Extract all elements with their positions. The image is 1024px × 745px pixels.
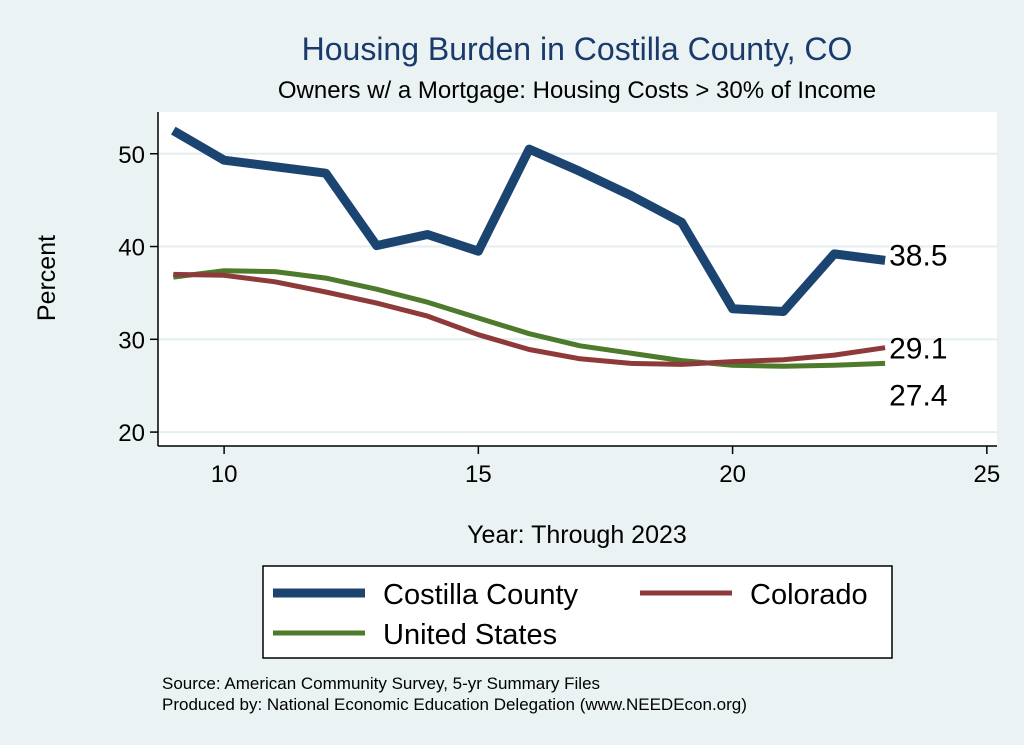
x-tick-label: 15 [465, 461, 492, 488]
y-axis: 20 30 40 50 [118, 112, 159, 447]
chart-subtitle: Owners w/ a Mortgage: Housing Costs > 30… [278, 77, 876, 104]
series-line-us [172, 268, 886, 369]
legend-label-us: United States [383, 619, 557, 651]
series-line-costilla [171, 126, 886, 316]
y-tick-label: 20 [118, 420, 145, 447]
y-tick-label: 30 [118, 327, 145, 354]
end-label-costilla: 38.5 [889, 239, 947, 272]
chart-title: Housing Burden in Costilla County, CO [302, 31, 853, 67]
legend-label-colorado: Colorado [750, 579, 868, 611]
x-tick-label: 10 [211, 461, 238, 488]
source-note: Source: American Community Survey, 5-yr … [162, 674, 600, 693]
y-tick-label: 50 [118, 142, 145, 169]
y-axis-label: Percent [33, 235, 61, 321]
legend-box [262, 565, 893, 659]
x-axis-label: Year: Through 2023 [467, 521, 687, 549]
x-tick-label: 20 [719, 461, 746, 488]
series-lines [171, 126, 886, 369]
gridlines [158, 152, 997, 434]
x-tick-label: 25 [973, 461, 1000, 488]
end-labels: 38.5 29.1 27.4 [889, 239, 947, 412]
producer-note: Produced by: National Economic Education… [162, 695, 747, 714]
plot-area [158, 112, 997, 446]
x-axis: 10 15 20 25 [158, 445, 1000, 488]
end-label-us: 27.4 [889, 379, 947, 412]
legend: Costilla County Colorado United States [262, 565, 893, 659]
y-tick-label: 40 [118, 235, 145, 262]
end-label-colorado: 29.1 [889, 333, 947, 366]
series-line-colorado [173, 271, 886, 367]
legend-label-costilla: Costilla County [383, 579, 579, 611]
